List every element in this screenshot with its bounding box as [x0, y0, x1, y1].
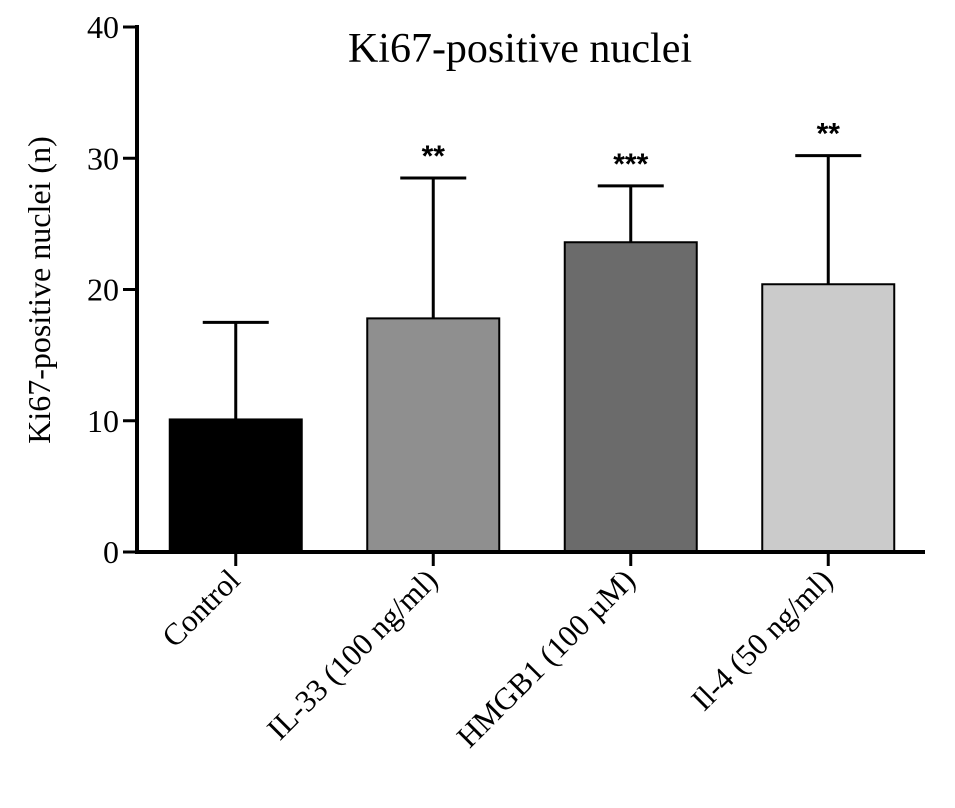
- chart-title: Ki67-positive nuclei: [348, 26, 692, 72]
- significance-group: *******: [422, 118, 841, 181]
- significance-label-3: **: [817, 118, 841, 151]
- bars-group: [170, 242, 895, 552]
- y-tick-label-2: 20: [87, 272, 119, 308]
- significance-label-1: **: [422, 140, 446, 173]
- significance-label-2: ***: [613, 148, 648, 181]
- y-tick-label-1: 10: [87, 403, 119, 439]
- bar-3: [762, 284, 894, 552]
- x-tick-label-0: Control: [155, 562, 247, 654]
- y-ticks-group: 0 10 20 30 40: [87, 9, 137, 570]
- y-tick-label-0: 0: [103, 534, 119, 570]
- x-tick-label-2: HMGB1 (100 µM): [450, 562, 642, 754]
- x-tick-label-3: Il-4 (50 ng/ml): [684, 562, 839, 717]
- x-tick-label-1: IL-33 (100 ng/ml): [260, 562, 444, 746]
- bar-0: [170, 419, 302, 552]
- y-tick-label-4: 40: [87, 9, 119, 45]
- bar-1: [367, 318, 499, 552]
- bar-2: [565, 242, 697, 552]
- y-tick-label-3: 30: [87, 140, 119, 176]
- bar-chart: Ki67-positive nuclei Ki67-positive nucle…: [0, 0, 955, 808]
- x-ticks-group: ControlIL-33 (100 ng/ml)HMGB1 (100 µM) Il…: [155, 552, 839, 754]
- y-axis-label: Ki67-positive nuclei (n): [21, 136, 57, 443]
